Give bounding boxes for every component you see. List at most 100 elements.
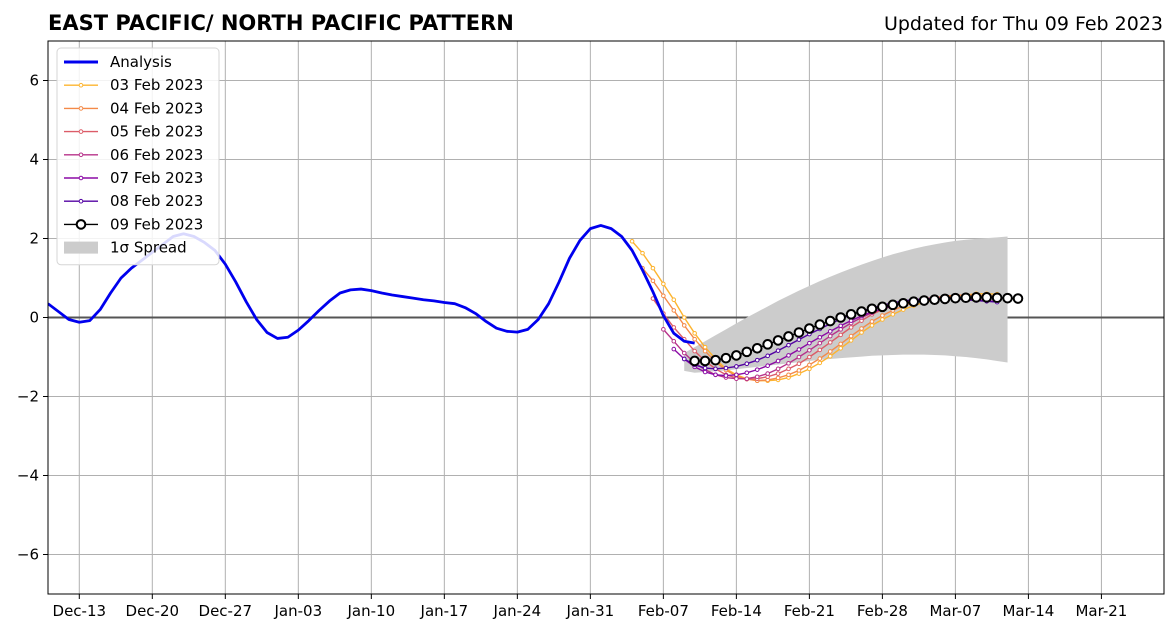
legend-entry: 07 Feb 2023 (64, 169, 203, 187)
x-tick-label: Mar-07 (929, 602, 981, 620)
forecast-point (817, 340, 823, 346)
forecast-point (754, 367, 760, 372)
latest-forecast-point (731, 350, 742, 361)
latest-forecast-point (970, 292, 982, 303)
forecast-point (807, 347, 812, 353)
forecast-point (671, 346, 677, 352)
latest-forecast-point (793, 327, 805, 338)
latest-forecast-point (960, 292, 972, 304)
forecast-point (817, 347, 823, 353)
forecast-point (807, 362, 812, 368)
legend-label: 04 Feb 2023 (110, 99, 203, 117)
forecast-point (744, 376, 750, 382)
forecast-point (661, 327, 666, 332)
latest-forecast-point (783, 331, 794, 342)
forecast-point (869, 323, 875, 328)
latest-forecast-point (710, 354, 721, 366)
latest-forecast-point (887, 299, 899, 311)
spread-band-area (684, 236, 1008, 373)
latest-forecast-point (824, 315, 836, 327)
legend-swatch-marker (78, 152, 84, 158)
latest-forecast-point (929, 294, 940, 306)
legend-swatch-patch (64, 241, 98, 254)
forecast-point (817, 356, 823, 361)
legend-swatch-marker (78, 129, 84, 134)
forecast-point (765, 363, 770, 368)
legend: Analysis 03 Feb 2023 04 Feb 2023 05 Feb 202… (56, 47, 220, 266)
spread-band (684, 236, 1008, 373)
forecast-point (723, 373, 729, 378)
forecast-point (838, 341, 843, 347)
latest-forecast-point (804, 323, 815, 334)
latest-forecast-point (981, 292, 992, 303)
y-tick-label: 0 (29, 309, 39, 327)
latest-forecast-point (897, 297, 909, 309)
forecast-point (754, 357, 760, 363)
legend-entry: 05 Feb 2023 (64, 123, 203, 141)
legend-label: 03 Feb 2023 (110, 76, 203, 94)
latest-forecast-point (845, 309, 857, 320)
forecast-series-group (629, 238, 1000, 384)
forecast-point (681, 356, 687, 362)
forecast-point (775, 366, 781, 372)
forecast-point (796, 347, 802, 352)
forecast-point (671, 308, 677, 313)
forecast-point (827, 333, 833, 339)
forecast-point (702, 348, 708, 354)
latest-forecast-point (908, 296, 919, 308)
y-axis-ticks: −6 −4 −2 0 2 4 6 (17, 72, 48, 564)
forecast-point (775, 358, 781, 364)
x-tick-label: Jan-03 (274, 602, 323, 620)
chart-title: EAST PACIFIC/ NORTH PACIFIC PATTERN (48, 11, 514, 35)
forecast-point (702, 344, 708, 350)
forecast-point (838, 332, 843, 338)
forecast-point (807, 340, 812, 346)
forecast-point (775, 348, 781, 353)
forecast-point (796, 354, 802, 360)
forecast-point (629, 238, 635, 244)
forecast-point (744, 361, 750, 367)
x-tick-label: Jan-10 (347, 602, 396, 620)
legend-label: 06 Feb 2023 (110, 146, 203, 164)
forecast-point (661, 281, 666, 287)
latest-forecast-point (814, 319, 826, 330)
x-tick-label: Dec-27 (199, 602, 253, 620)
forecast-point (848, 325, 854, 330)
forecast-point (754, 374, 760, 380)
forecast-point (671, 325, 677, 330)
forecast-point (880, 317, 885, 322)
legend-label: 07 Feb 2023 (110, 169, 203, 187)
forecast-point (786, 353, 791, 358)
forecast-point (661, 293, 666, 299)
legend-entry: 1σ Spread (64, 239, 187, 257)
forecast-point (807, 366, 812, 372)
forecast-point (796, 337, 802, 342)
legend-label: 09 Feb 2023 (110, 215, 203, 233)
forecast-point (681, 315, 687, 320)
forecast-point (848, 333, 854, 339)
forecast-point (827, 329, 833, 334)
legend-label: 08 Feb 2023 (110, 192, 203, 210)
forecast-point (702, 369, 708, 375)
updated-label: Updated for Thu 09 Feb 2023 (884, 13, 1163, 35)
forecast-point (786, 372, 791, 378)
legend-entry: 04 Feb 2023 (64, 99, 203, 117)
forecast-point (765, 353, 770, 359)
latest-forecast-point (950, 292, 961, 304)
forecast-point (859, 330, 864, 335)
x-tick-label: Feb-28 (857, 602, 908, 620)
forecast-point (880, 313, 885, 318)
x-tick-label: Feb-14 (711, 602, 762, 620)
latest-forecast-point (741, 346, 753, 358)
forecast-point (713, 366, 718, 372)
latest-forecast-group (689, 292, 1024, 367)
latest-forecast-point (689, 355, 700, 367)
forecast-point (671, 297, 677, 303)
x-tick-label: Jan-17 (420, 602, 469, 620)
forecast-point (838, 323, 843, 329)
forecast-point (681, 323, 687, 328)
y-tick-label: 2 (29, 230, 39, 248)
forecast-point (869, 319, 875, 324)
forecast-line (652, 296, 998, 380)
